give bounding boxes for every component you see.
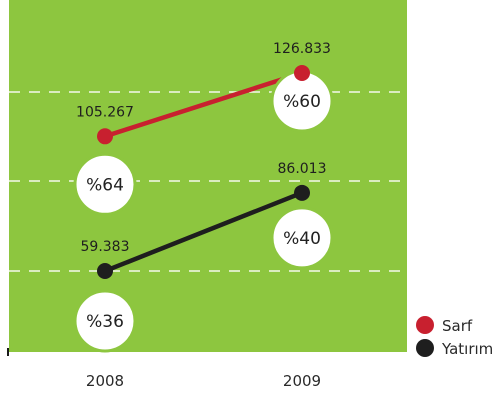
value-labels: 105.267 126.833 59.383 86.013 [76, 41, 331, 255]
value-label-yatirim-2009: 86.013 [278, 161, 327, 177]
legend-marker-sarf [416, 316, 434, 334]
legend-label-yatirim: Yatırım [441, 340, 493, 358]
value-label-sarf-2009: 126.833 [273, 41, 331, 57]
legend: Sarf Yatırım [416, 316, 493, 358]
x-axis: 2008 2009 [7, 348, 321, 390]
series-line-yatirim [102, 190, 305, 274]
series-line-sarf [102, 70, 305, 139]
value-label-sarf-2008: 105.267 [76, 104, 134, 120]
data-points [97, 65, 310, 279]
share-badge-yatirim-2009 [270, 206, 334, 270]
share-badges: %64 %60 %36 %40 [73, 69, 334, 353]
plot-background [9, 0, 407, 352]
point-sarf-2009 [294, 65, 310, 81]
share-badge-sarf-2008 [73, 152, 137, 216]
share-label-sarf-2008: %64 [86, 175, 124, 195]
legend-marker-yatirim [416, 339, 434, 357]
share-label-yatirim-2009: %40 [283, 229, 321, 249]
series-lines [102, 70, 305, 274]
legend-label-sarf: Sarf [442, 317, 473, 335]
point-yatirim-2009 [294, 184, 310, 201]
x-tick-label-2009: 2009 [283, 372, 321, 390]
share-badge-yatirim-2008 [73, 289, 137, 353]
point-sarf-2008 [97, 128, 113, 145]
share-label-sarf-2009: %60 [283, 92, 321, 112]
value-label-yatirim-2008: 59.383 [81, 239, 130, 255]
x-tick-label-2008: 2008 [86, 372, 124, 390]
share-label-yatirim-2008: %36 [86, 312, 124, 332]
point-yatirim-2008 [97, 263, 113, 279]
